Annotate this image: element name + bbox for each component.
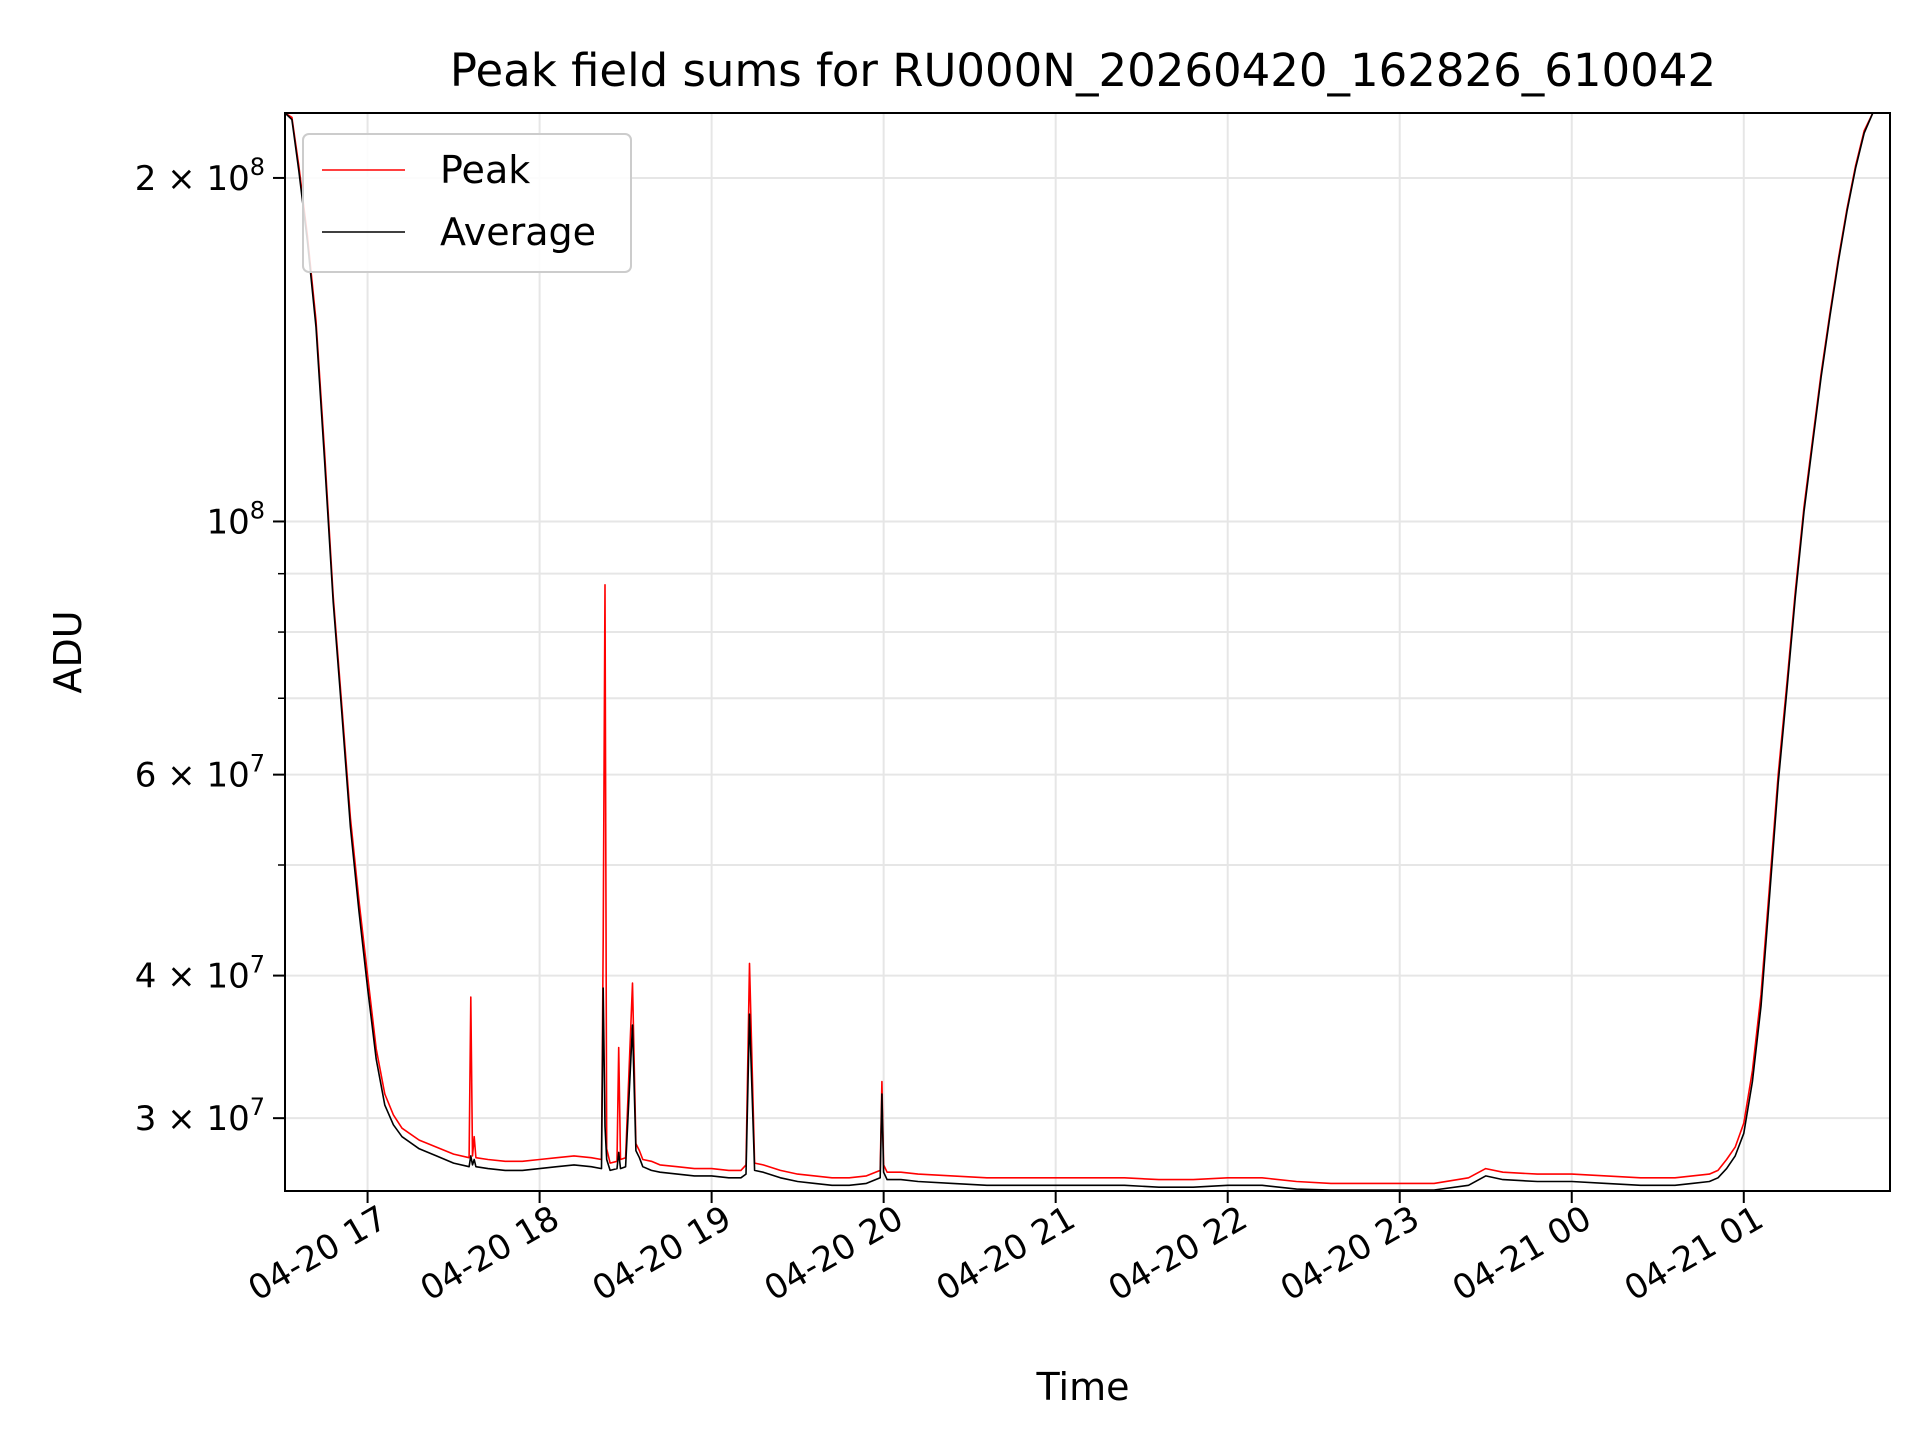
y-tick-label: 108 — [206, 496, 265, 542]
legend-average-label: Average — [440, 210, 596, 254]
grid-layer — [285, 113, 1890, 1191]
y-tick-label: 3 × 107 — [135, 1093, 265, 1139]
y-tick-label: 6 × 107 — [135, 750, 265, 796]
legend-box — [302, 133, 632, 273]
chart-title: Peak field sums for RU000N_20260420_1628… — [450, 44, 1716, 97]
y-tick-label: 2 × 108 — [135, 153, 265, 199]
y-tick-label: 4 × 107 — [135, 951, 265, 997]
y-axis-label: ADU — [46, 610, 90, 693]
x-axis-label: Time — [1036, 1365, 1130, 1409]
plot-frame — [284, 112, 1891, 1192]
legend: Peak Average — [302, 133, 632, 273]
series-line-average — [285, 113, 1890, 1191]
series-layer — [285, 113, 1890, 1191]
legend-peak-label: Peak — [440, 148, 530, 192]
series-line-peak — [285, 113, 1890, 1185]
